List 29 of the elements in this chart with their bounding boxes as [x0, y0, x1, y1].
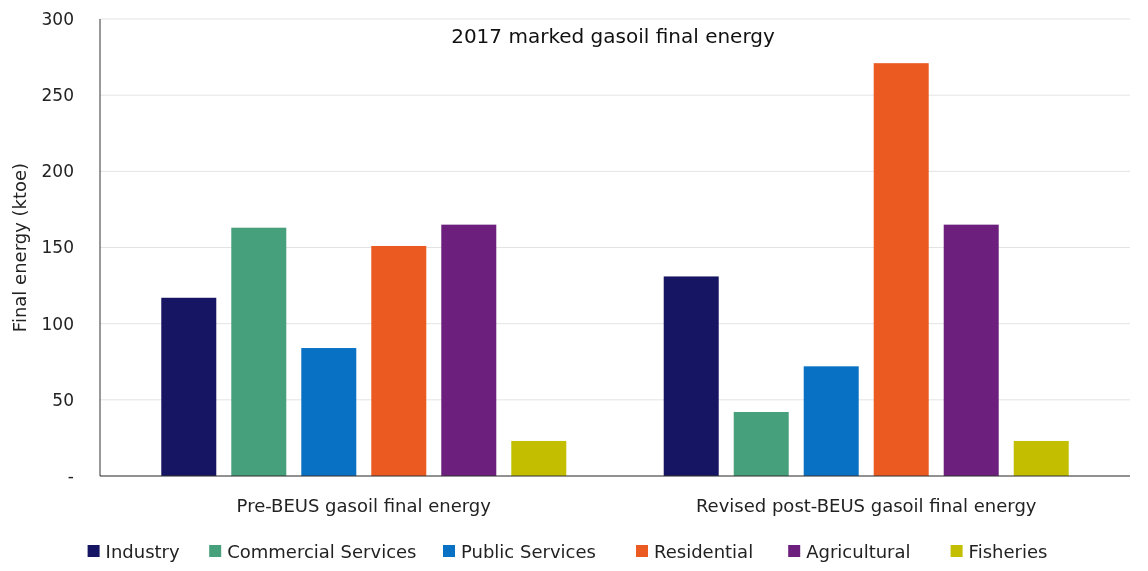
y-tick-label: 150 — [41, 237, 74, 258]
bar — [511, 440, 567, 476]
y-tick-label: 300 — [41, 8, 74, 29]
bar — [803, 366, 859, 476]
y-tick-label: 50 — [52, 389, 74, 410]
bar — [441, 224, 497, 476]
bar — [943, 224, 999, 476]
legend-label: Fisheries — [968, 541, 1048, 562]
legend-label: Commercial Services — [227, 541, 417, 562]
y-tick-label: 250 — [41, 85, 74, 106]
legend-label: Public Services — [461, 541, 596, 562]
y-tick-label: 200 — [41, 161, 74, 182]
bar — [161, 297, 217, 476]
y-tick-label: 100 — [41, 313, 74, 334]
legend-label: Agricultural — [806, 541, 911, 562]
bar — [873, 63, 929, 476]
bar — [231, 227, 287, 476]
y-axis-title: Final energy (ktoe) — [9, 162, 30, 333]
chart-title: 2017 marked gasoil final energy — [451, 24, 775, 48]
legend-label: Residential — [654, 541, 754, 562]
legend-label: Industry — [105, 541, 180, 562]
bar — [371, 245, 427, 476]
x-tick-label: Revised post-BEUS gasoil final energy — [695, 495, 1037, 516]
bar — [733, 412, 789, 476]
bar — [663, 276, 719, 476]
bar — [301, 348, 357, 476]
x-tick-label: Pre-BEUS gasoil final energy — [236, 495, 492, 516]
bar — [1013, 440, 1069, 476]
y-tick-label: - — [67, 465, 74, 486]
